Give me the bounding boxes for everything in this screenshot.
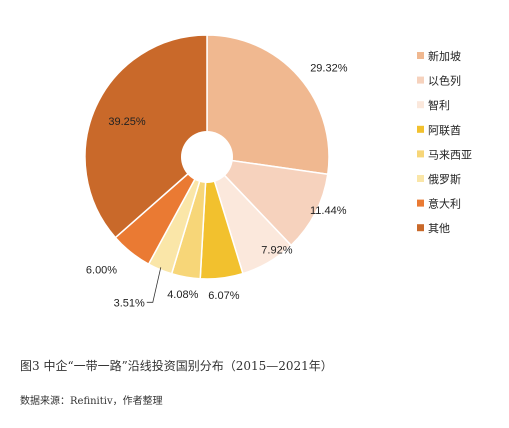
pie-chart: 29.32% 11.44% 7.92% 6.07% 4.08% 3.51% 6.00% 39.… — [84, 34, 472, 310]
legend-label: 新加坡 — [428, 49, 461, 63]
pie-slice — [84, 34, 208, 239]
value-label: 6.00% — [86, 265, 117, 277]
value-label: 3.51% — [114, 297, 145, 309]
leader-line — [146, 267, 162, 303]
legend-swatch — [417, 52, 424, 59]
pie-slice — [206, 34, 330, 176]
value-label: 7.92% — [261, 245, 292, 257]
data-source: 数据来源：Refinitiv，作者整理 — [20, 396, 163, 407]
legend-swatch — [417, 76, 424, 84]
value-label: 4.08% — [167, 289, 198, 301]
legend-swatch — [417, 175, 424, 182]
legend-swatch — [417, 199, 424, 207]
value-label: 11.44% — [310, 205, 347, 217]
figure-caption: 图3 中企“一带一路”沿线投资国别分布（2015—2021年） — [20, 359, 333, 373]
donut-hole — [181, 131, 233, 183]
legend-swatch — [417, 125, 424, 133]
value-label: 39.25% — [108, 116, 146, 128]
legend-label: 俄罗斯 — [428, 173, 461, 186]
legend-label: 智利 — [428, 98, 450, 112]
legend-swatch — [417, 224, 424, 232]
pie-slices — [84, 34, 330, 280]
legend-label: 阿联酋 — [428, 123, 461, 137]
legend-label: 马来西亚 — [428, 148, 472, 161]
legend-label: 其他 — [428, 222, 450, 235]
legend-label: 意大利 — [428, 197, 461, 211]
legend-swatch — [417, 150, 424, 158]
legend-label: 以色列 — [428, 74, 461, 88]
pie-slice — [204, 155, 329, 247]
legend-swatch — [417, 101, 424, 109]
value-labels: 29.32% 11.44% 7.92% 6.07% 4.08% 3.51% 6.00% 39.… — [86, 63, 348, 310]
value-label: 6.07% — [208, 290, 239, 302]
value-label: 29.32% — [310, 63, 348, 75]
